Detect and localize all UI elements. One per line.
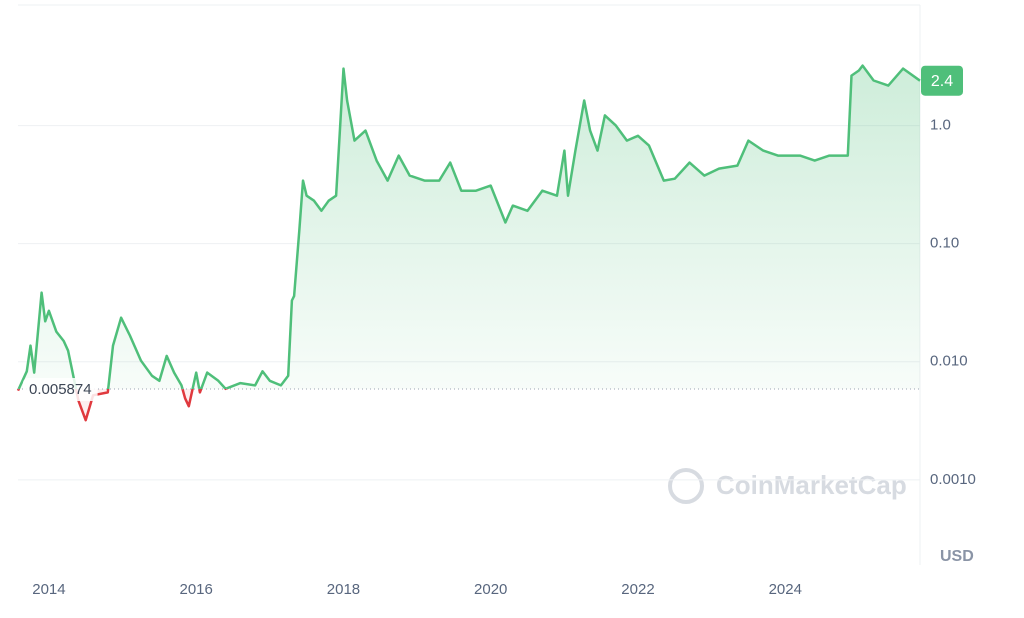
y-tick-label: 0.010 [930, 353, 968, 370]
x-tick-label: 2014 [32, 581, 65, 598]
price-tag-bg [921, 65, 963, 96]
currency-label: USD [940, 548, 974, 565]
x-tick-label: 2020 [474, 581, 507, 598]
watermark-logo [668, 468, 704, 504]
price-tag: 2.4 [931, 73, 953, 90]
x-tick-label: 2016 [180, 581, 213, 598]
x-tick-label: 2024 [769, 581, 802, 598]
x-tick-label: 2018 [327, 581, 360, 598]
watermark-text: CoinMarketCap [716, 470, 907, 500]
price-line [17, 64, 921, 390]
y-tick-label: 0.0010 [930, 471, 976, 488]
y-tick-label: 0.10 [930, 235, 959, 252]
y-tick-label: 1.0 [930, 117, 951, 134]
baseline-label-bg [23, 378, 98, 402]
price-area [18, 65, 920, 390]
baseline-label: 0.005874 [29, 381, 92, 398]
x-tick-label: 2022 [621, 581, 654, 598]
watermark: CoinMarketCap [668, 468, 907, 504]
